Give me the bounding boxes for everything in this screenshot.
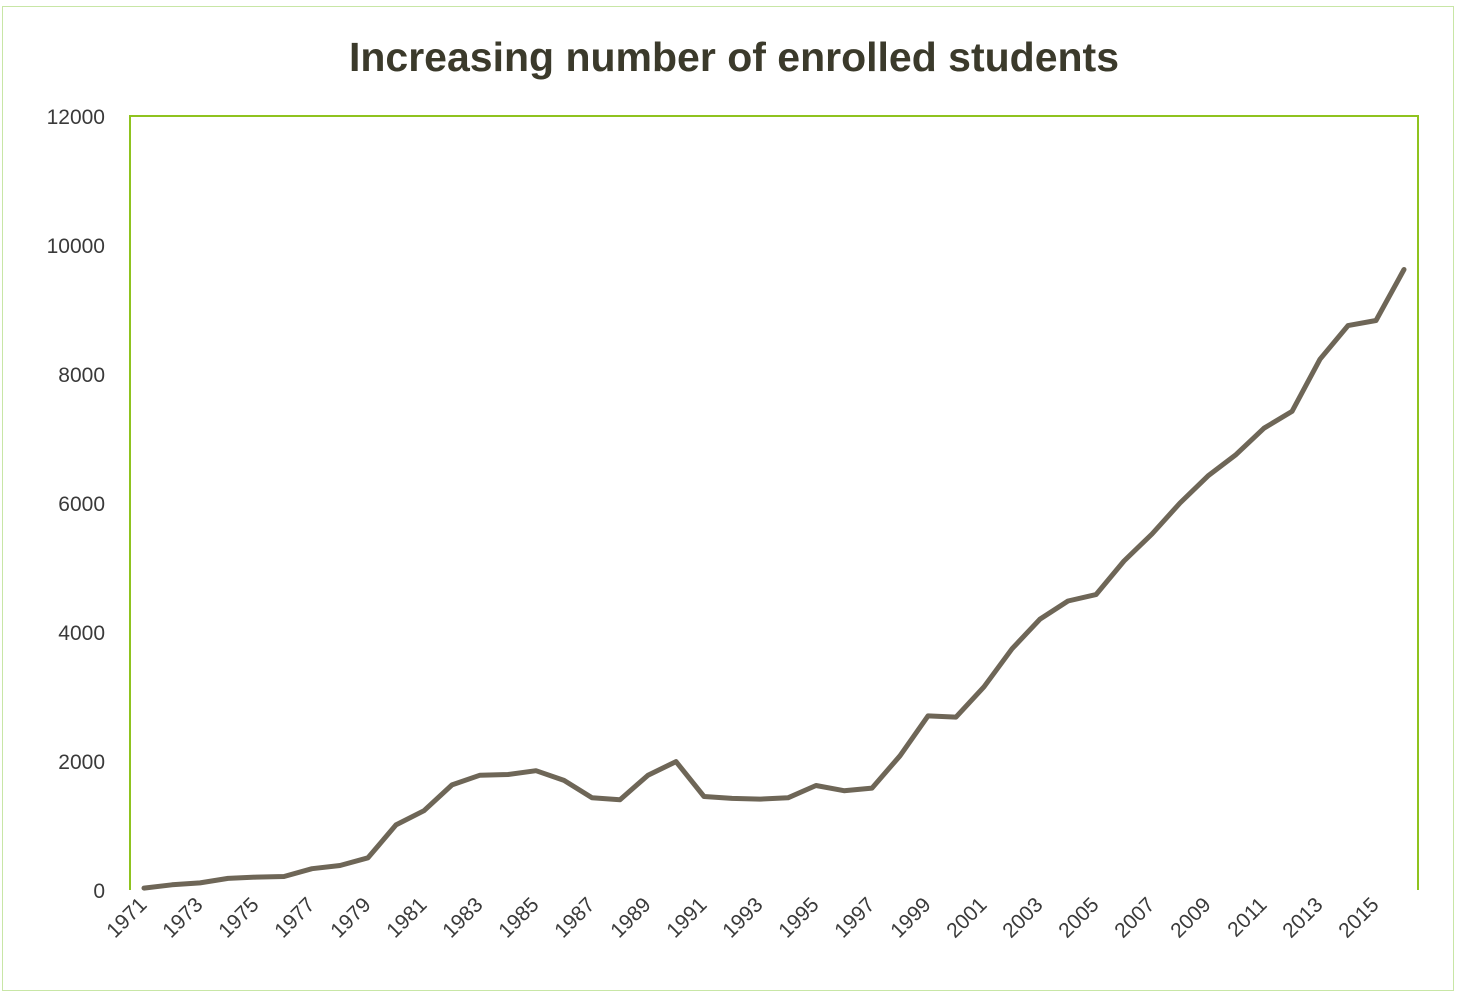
plot-border bbox=[130, 116, 1418, 890]
y-tick-label: 12000 bbox=[47, 106, 105, 129]
y-tick-label: 8000 bbox=[58, 364, 105, 387]
y-tick-label: 6000 bbox=[58, 493, 105, 516]
x-tick-label: 1977 bbox=[270, 893, 319, 942]
x-tick-label: 1999 bbox=[886, 893, 935, 942]
x-tick-label: 1989 bbox=[606, 893, 655, 942]
y-axis: 0 2000 4000 6000 8000 10000 12000 bbox=[47, 106, 105, 903]
x-tick-label: 2015 bbox=[1334, 893, 1383, 942]
x-tick-label: 1993 bbox=[718, 893, 767, 942]
plot-area bbox=[130, 116, 1418, 890]
x-tick-label: 1981 bbox=[382, 893, 431, 942]
x-tick-label: 1995 bbox=[774, 893, 823, 942]
x-tick-label: 2011 bbox=[1223, 893, 1271, 941]
x-tick-label: 1987 bbox=[550, 893, 599, 942]
x-tick-label: 1973 bbox=[158, 893, 207, 942]
x-tick-label: 1975 bbox=[214, 893, 263, 942]
x-tick-label: 2005 bbox=[1054, 893, 1103, 942]
x-tick-label: 2007 bbox=[1110, 893, 1159, 942]
y-tick-label: 10000 bbox=[47, 235, 105, 258]
x-tick-label: 2003 bbox=[998, 893, 1047, 942]
x-tick-label: 1971 bbox=[102, 893, 151, 942]
y-tick-label: 2000 bbox=[58, 751, 105, 774]
x-tick-label: 2001 bbox=[942, 893, 991, 942]
y-tick-label: 0 bbox=[93, 880, 105, 903]
x-tick-label: 2009 bbox=[1166, 893, 1215, 942]
x-tick-label: 1991 bbox=[662, 893, 711, 942]
series-line bbox=[144, 270, 1404, 889]
x-tick-label: 1983 bbox=[438, 893, 487, 942]
y-tick-label: 4000 bbox=[58, 622, 105, 645]
x-tick-label: 1997 bbox=[830, 893, 879, 942]
x-tick-label: 1979 bbox=[326, 893, 375, 942]
x-tick-label: 2013 bbox=[1278, 893, 1327, 942]
series-layer bbox=[144, 269, 1404, 888]
x-tick-label: 1985 bbox=[494, 893, 543, 942]
